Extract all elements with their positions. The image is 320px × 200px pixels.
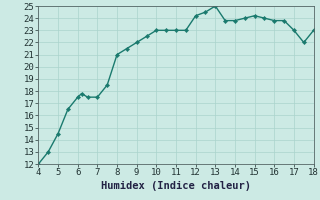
X-axis label: Humidex (Indice chaleur): Humidex (Indice chaleur) — [101, 181, 251, 191]
